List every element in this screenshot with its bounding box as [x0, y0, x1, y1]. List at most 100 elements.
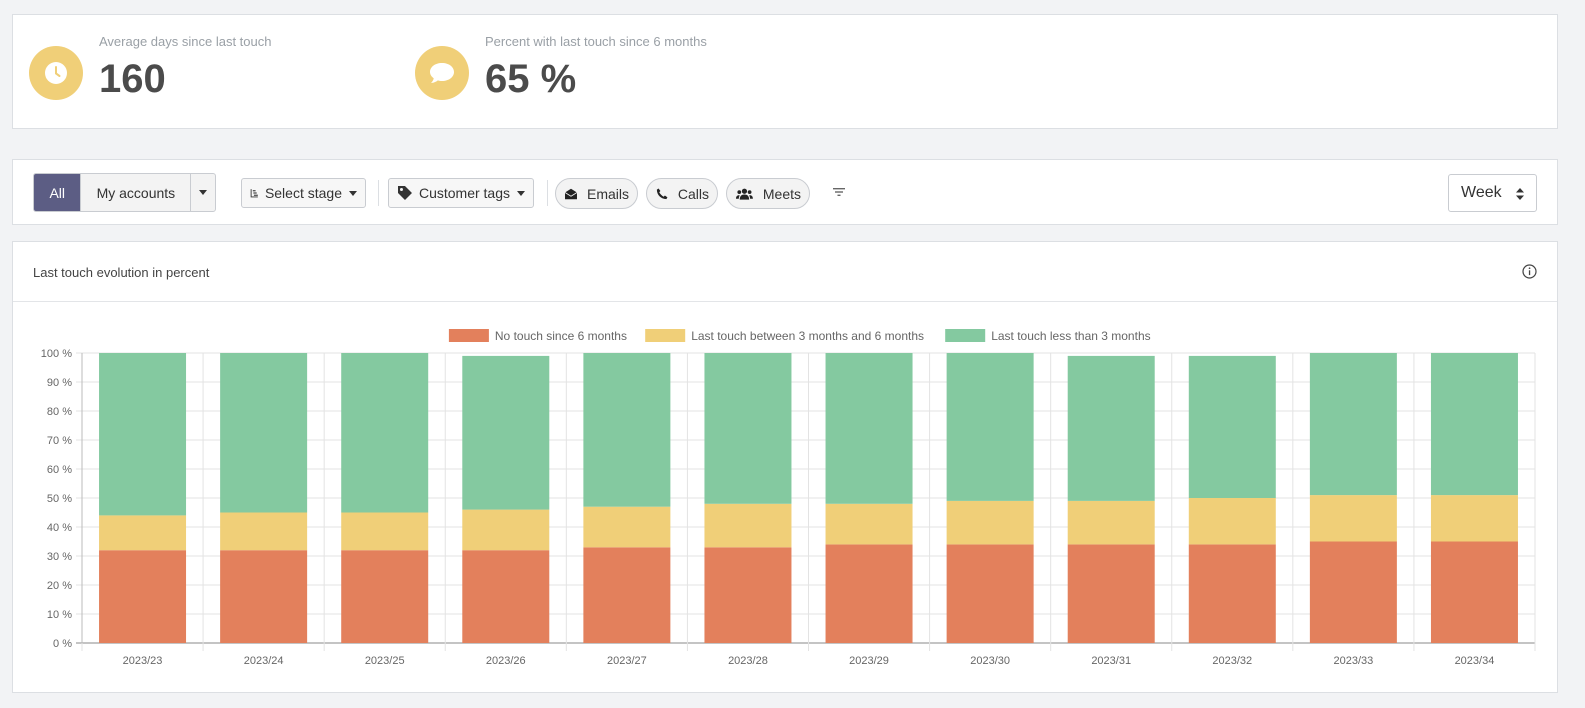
bar-segment: [1188, 544, 1276, 643]
bar-segment: [1430, 541, 1518, 643]
legend-swatch: [945, 329, 986, 342]
y-tick-label: 100 %: [41, 348, 72, 360]
chart-card-title: Last touch evolution in percent: [33, 265, 210, 280]
customer-tags-dropdown[interactable]: Customer tags: [388, 178, 534, 208]
kpi-label: Average days since last touch: [99, 34, 272, 49]
bar-segment: [1188, 355, 1276, 498]
filter-calls-label: Calls: [677, 185, 709, 202]
y-tick-label: 50 %: [47, 493, 72, 505]
bar-segment: [946, 544, 1034, 643]
kpi-card: Average days since last touch 160 Percen…: [12, 14, 1558, 129]
bar-segment: [1309, 353, 1397, 496]
bar-segment: [1309, 541, 1397, 643]
y-tick-label: 60 %: [47, 464, 72, 476]
phone-icon: [656, 187, 668, 199]
bar-segment: [1188, 498, 1276, 545]
kpi-value: 160: [99, 57, 166, 101]
x-tick-label: 2023/29: [849, 655, 889, 667]
filter-icon[interactable]: [831, 185, 847, 204]
bar-segment: [462, 509, 550, 551]
bar-segment: [704, 353, 792, 504]
caret-down-icon: [199, 190, 208, 195]
filter-calls-button[interactable]: Calls: [646, 178, 718, 209]
bar-segment: [220, 550, 308, 643]
filter-emails-button[interactable]: Emails: [555, 178, 638, 209]
x-tick-label: 2023/30: [970, 655, 1010, 667]
bar-segment: [462, 550, 550, 643]
bar-segment: [462, 355, 550, 510]
filter-meets-label: Meets: [762, 185, 801, 202]
legend-label: Last touch less than 3 months: [991, 329, 1150, 343]
bar-segment: [341, 512, 429, 551]
bar-segment: [1067, 500, 1155, 545]
bar-segment: [583, 547, 671, 643]
x-tick-label: 2023/24: [244, 655, 284, 667]
scope-all-button[interactable]: All: [34, 174, 82, 211]
chart-header: Last touch evolution in percent: [13, 242, 1557, 302]
x-tick-label: 2023/28: [728, 655, 768, 667]
period-select[interactable]: Week: [1448, 174, 1537, 212]
bar-segment: [220, 353, 308, 513]
bar-segment: [825, 544, 913, 643]
y-tick-label: 20 %: [47, 580, 72, 592]
sort-arrows-icon: [1516, 188, 1524, 200]
caret-down-icon: [517, 190, 525, 196]
info-icon[interactable]: [1522, 264, 1537, 284]
bar-segment: [704, 503, 792, 548]
bar-segment: [1067, 544, 1155, 643]
caret-down-icon: [349, 190, 357, 196]
bar-segment: [583, 353, 671, 507]
divider: [378, 180, 379, 206]
bar-segment: [1067, 355, 1155, 501]
stage-tree-icon: [250, 189, 258, 198]
bar-segment: [946, 353, 1034, 501]
filter-toolbar: All My accounts Select stage Customer ta…: [12, 159, 1558, 225]
chart-card: Last touch evolution in percent 0 % 10 % 2…: [12, 241, 1558, 693]
x-tick-label: 2023/27: [607, 655, 647, 667]
tag-icon: [397, 186, 412, 200]
filter-meets-button[interactable]: Meets: [726, 178, 810, 209]
filter-emails-label: Emails: [586, 185, 629, 202]
x-tick-label: 2023/23: [123, 655, 163, 667]
bar-segment: [825, 503, 913, 545]
comment-icon: [415, 46, 469, 100]
select-stage-dropdown[interactable]: Select stage: [241, 178, 366, 208]
y-tick-label: 30 %: [47, 551, 72, 563]
x-tick-label: 2023/26: [486, 655, 526, 667]
x-tick-label: 2023/31: [1091, 655, 1131, 667]
y-tick-label: 0 %: [53, 638, 72, 650]
legend-label: No touch since 6 months: [495, 329, 627, 343]
divider: [547, 180, 548, 206]
period-select-value: Week: [1461, 184, 1502, 201]
select-stage-label: Select stage: [264, 185, 342, 201]
bar-segment: [220, 512, 308, 551]
legend-swatch: [645, 329, 686, 342]
y-tick-label: 80 %: [47, 406, 72, 418]
legend-swatch: [448, 329, 489, 342]
bar-segment: [946, 500, 1034, 545]
bar-segment: [1430, 353, 1518, 496]
scope-dropdown-button[interactable]: [191, 174, 215, 211]
x-tick-label: 2023/32: [1212, 655, 1252, 667]
y-tick-label: 10 %: [47, 609, 72, 621]
x-tick-label: 2023/33: [1333, 655, 1373, 667]
legend-label: Last touch between 3 months and 6 months: [691, 329, 924, 343]
x-tick-label: 2023/34: [1455, 655, 1495, 667]
y-tick-label: 40 %: [47, 522, 72, 534]
bar-segment: [704, 547, 792, 643]
stacked-bar-chart: 0 % 10 % 20 % 30 % 40 % 50 % 60 % 70 % 80 % 90 % 1…: [41, 329, 1536, 667]
y-tick-label: 70 %: [47, 435, 72, 447]
bar-segment: [341, 353, 429, 513]
scope-button-group: All My accounts: [33, 173, 216, 212]
bar-segment: [99, 515, 187, 551]
scope-my-accounts-button[interactable]: My accounts: [81, 174, 192, 211]
kpi-label: Percent with last touch since 6 months: [485, 34, 707, 49]
kpi-value: 65 %: [485, 57, 577, 101]
bar-segment: [341, 550, 429, 643]
bar-segment: [825, 353, 913, 504]
users-icon: [736, 188, 753, 200]
bar-segment: [99, 550, 187, 643]
bar-segment: [1309, 495, 1397, 542]
envelope-open-icon: [565, 188, 577, 199]
bar-segment: [1430, 495, 1518, 542]
